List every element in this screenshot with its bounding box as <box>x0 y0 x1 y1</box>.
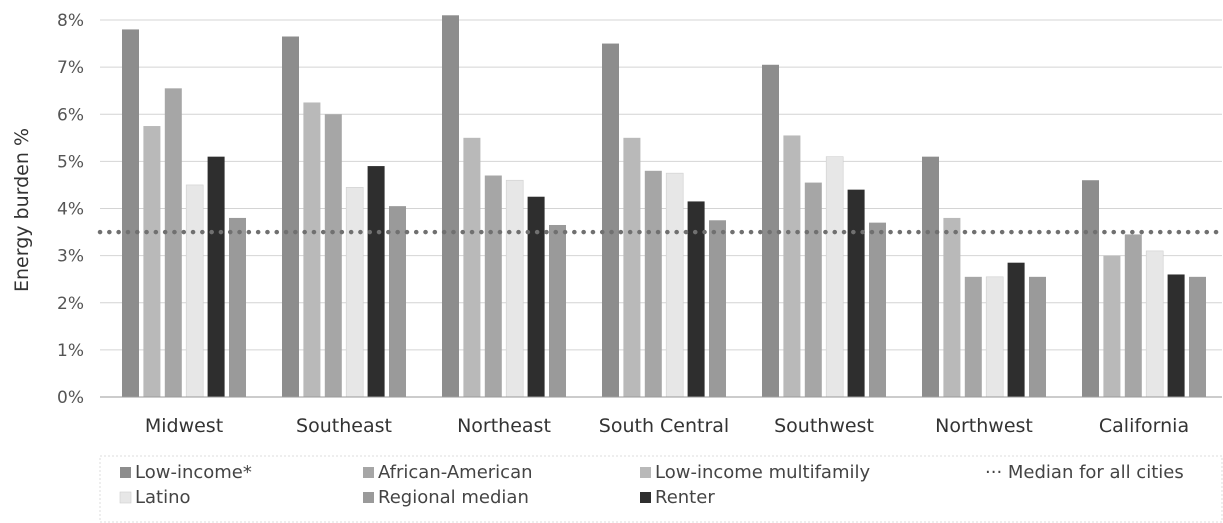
bar-renter-california <box>1167 274 1185 397</box>
legend-label: Renter <box>655 487 715 508</box>
bar-low-income-california <box>1082 180 1099 397</box>
legend-label: Low-income* <box>135 462 252 483</box>
bar-low-income-multifamily-midwest <box>143 126 161 397</box>
bar-latino-south-central <box>665 172 684 398</box>
legend-label: African-American <box>378 462 533 483</box>
bar-african-american-california <box>1124 234 1142 397</box>
y-tick-label: 1% <box>57 341 84 361</box>
category-label: Northwest <box>935 415 1033 437</box>
bar-low-income-midwest <box>122 29 139 398</box>
bar-renter-southeast <box>367 166 385 397</box>
bar-african-american-northwest <box>964 276 982 397</box>
bar-renter-midwest <box>207 156 225 397</box>
bar-latino-california <box>1145 250 1164 398</box>
category-label: Southeast <box>296 415 392 437</box>
y-tick-label: 4% <box>57 200 84 220</box>
bar-african-american-southwest <box>804 182 822 397</box>
y-tick-label: 6% <box>57 105 84 125</box>
category-label: Midwest <box>145 415 223 437</box>
bar-african-american-midwest <box>164 88 182 398</box>
category-label: Southwest <box>774 415 874 437</box>
legend-swatch <box>363 467 374 478</box>
y-tick-label: 7% <box>57 58 84 78</box>
y-axis-label: Energy burden % <box>11 128 33 292</box>
legend-label-median: ··· Median for all cities <box>985 462 1184 483</box>
bar-renter-southwest <box>847 189 865 397</box>
bars <box>122 15 1206 398</box>
y-axis-ticks: 0% 1% 2% 3% 4% 5% 6% 7% 8% <box>57 11 84 408</box>
bar-regional-median-south-central <box>709 220 726 397</box>
bar-latino-southwest <box>825 156 844 398</box>
bar-african-american-southeast <box>324 114 342 397</box>
y-tick-label: 5% <box>57 152 84 172</box>
bar-renter-northeast <box>527 196 545 397</box>
bar-latino-northeast <box>505 179 524 398</box>
legend-swatch <box>119 491 132 504</box>
bar-renter-northwest <box>1007 262 1025 397</box>
bar-latino-northwest <box>985 276 1004 398</box>
bar-renter-south-central <box>687 201 705 397</box>
bar-low-income-multifamily-northeast <box>463 137 481 397</box>
category-label: Northeast <box>457 415 551 437</box>
y-tick-label: 3% <box>57 247 84 267</box>
bar-regional-median-california <box>1189 276 1206 397</box>
legend-swatch <box>640 492 651 503</box>
bar-latino-southeast <box>345 186 364 398</box>
legend-swatch <box>363 492 374 503</box>
legend-label: Regional median <box>378 487 529 508</box>
legend-swatch <box>640 467 651 478</box>
bar-regional-median-northwest <box>1029 276 1046 397</box>
bar-regional-median-southwest <box>869 222 886 397</box>
bar-african-american-northeast <box>484 175 502 397</box>
bar-low-income-multifamily-california <box>1103 255 1121 397</box>
bar-low-income-multifamily-southwest <box>783 135 801 398</box>
bar-african-american-south-central <box>644 170 662 397</box>
bar-low-income-multifamily-northwest <box>943 217 961 397</box>
bar-low-income-south-central <box>602 43 619 397</box>
category-label: South Central <box>599 415 729 437</box>
bar-low-income-multifamily-south-central <box>623 137 641 397</box>
bar-regional-median-midwest <box>229 217 246 397</box>
y-tick-label: 8% <box>57 11 84 31</box>
legend-frame <box>99 455 1223 523</box>
bar-low-income-southeast <box>282 36 299 398</box>
legend-label: Latino <box>135 487 191 508</box>
bar-low-income-northwest <box>922 156 939 397</box>
legend-label: Low-income multifamily <box>655 462 870 483</box>
category-labels: Midwest Southeast Northeast South Central So… <box>145 415 1189 437</box>
bar-low-income-northeast <box>442 15 459 397</box>
y-tick-label: 0% <box>57 388 84 408</box>
y-tick-label: 2% <box>57 294 84 314</box>
bar-regional-median-southeast <box>389 206 406 397</box>
bar-regional-median-northeast <box>549 224 566 397</box>
category-label: California <box>1099 415 1189 437</box>
bar-low-income-multifamily-southeast <box>303 102 321 397</box>
bar-latino-midwest <box>185 184 204 398</box>
legend: Low-income* African-American Low-income mu… <box>99 455 1223 523</box>
legend-swatch <box>120 467 131 478</box>
